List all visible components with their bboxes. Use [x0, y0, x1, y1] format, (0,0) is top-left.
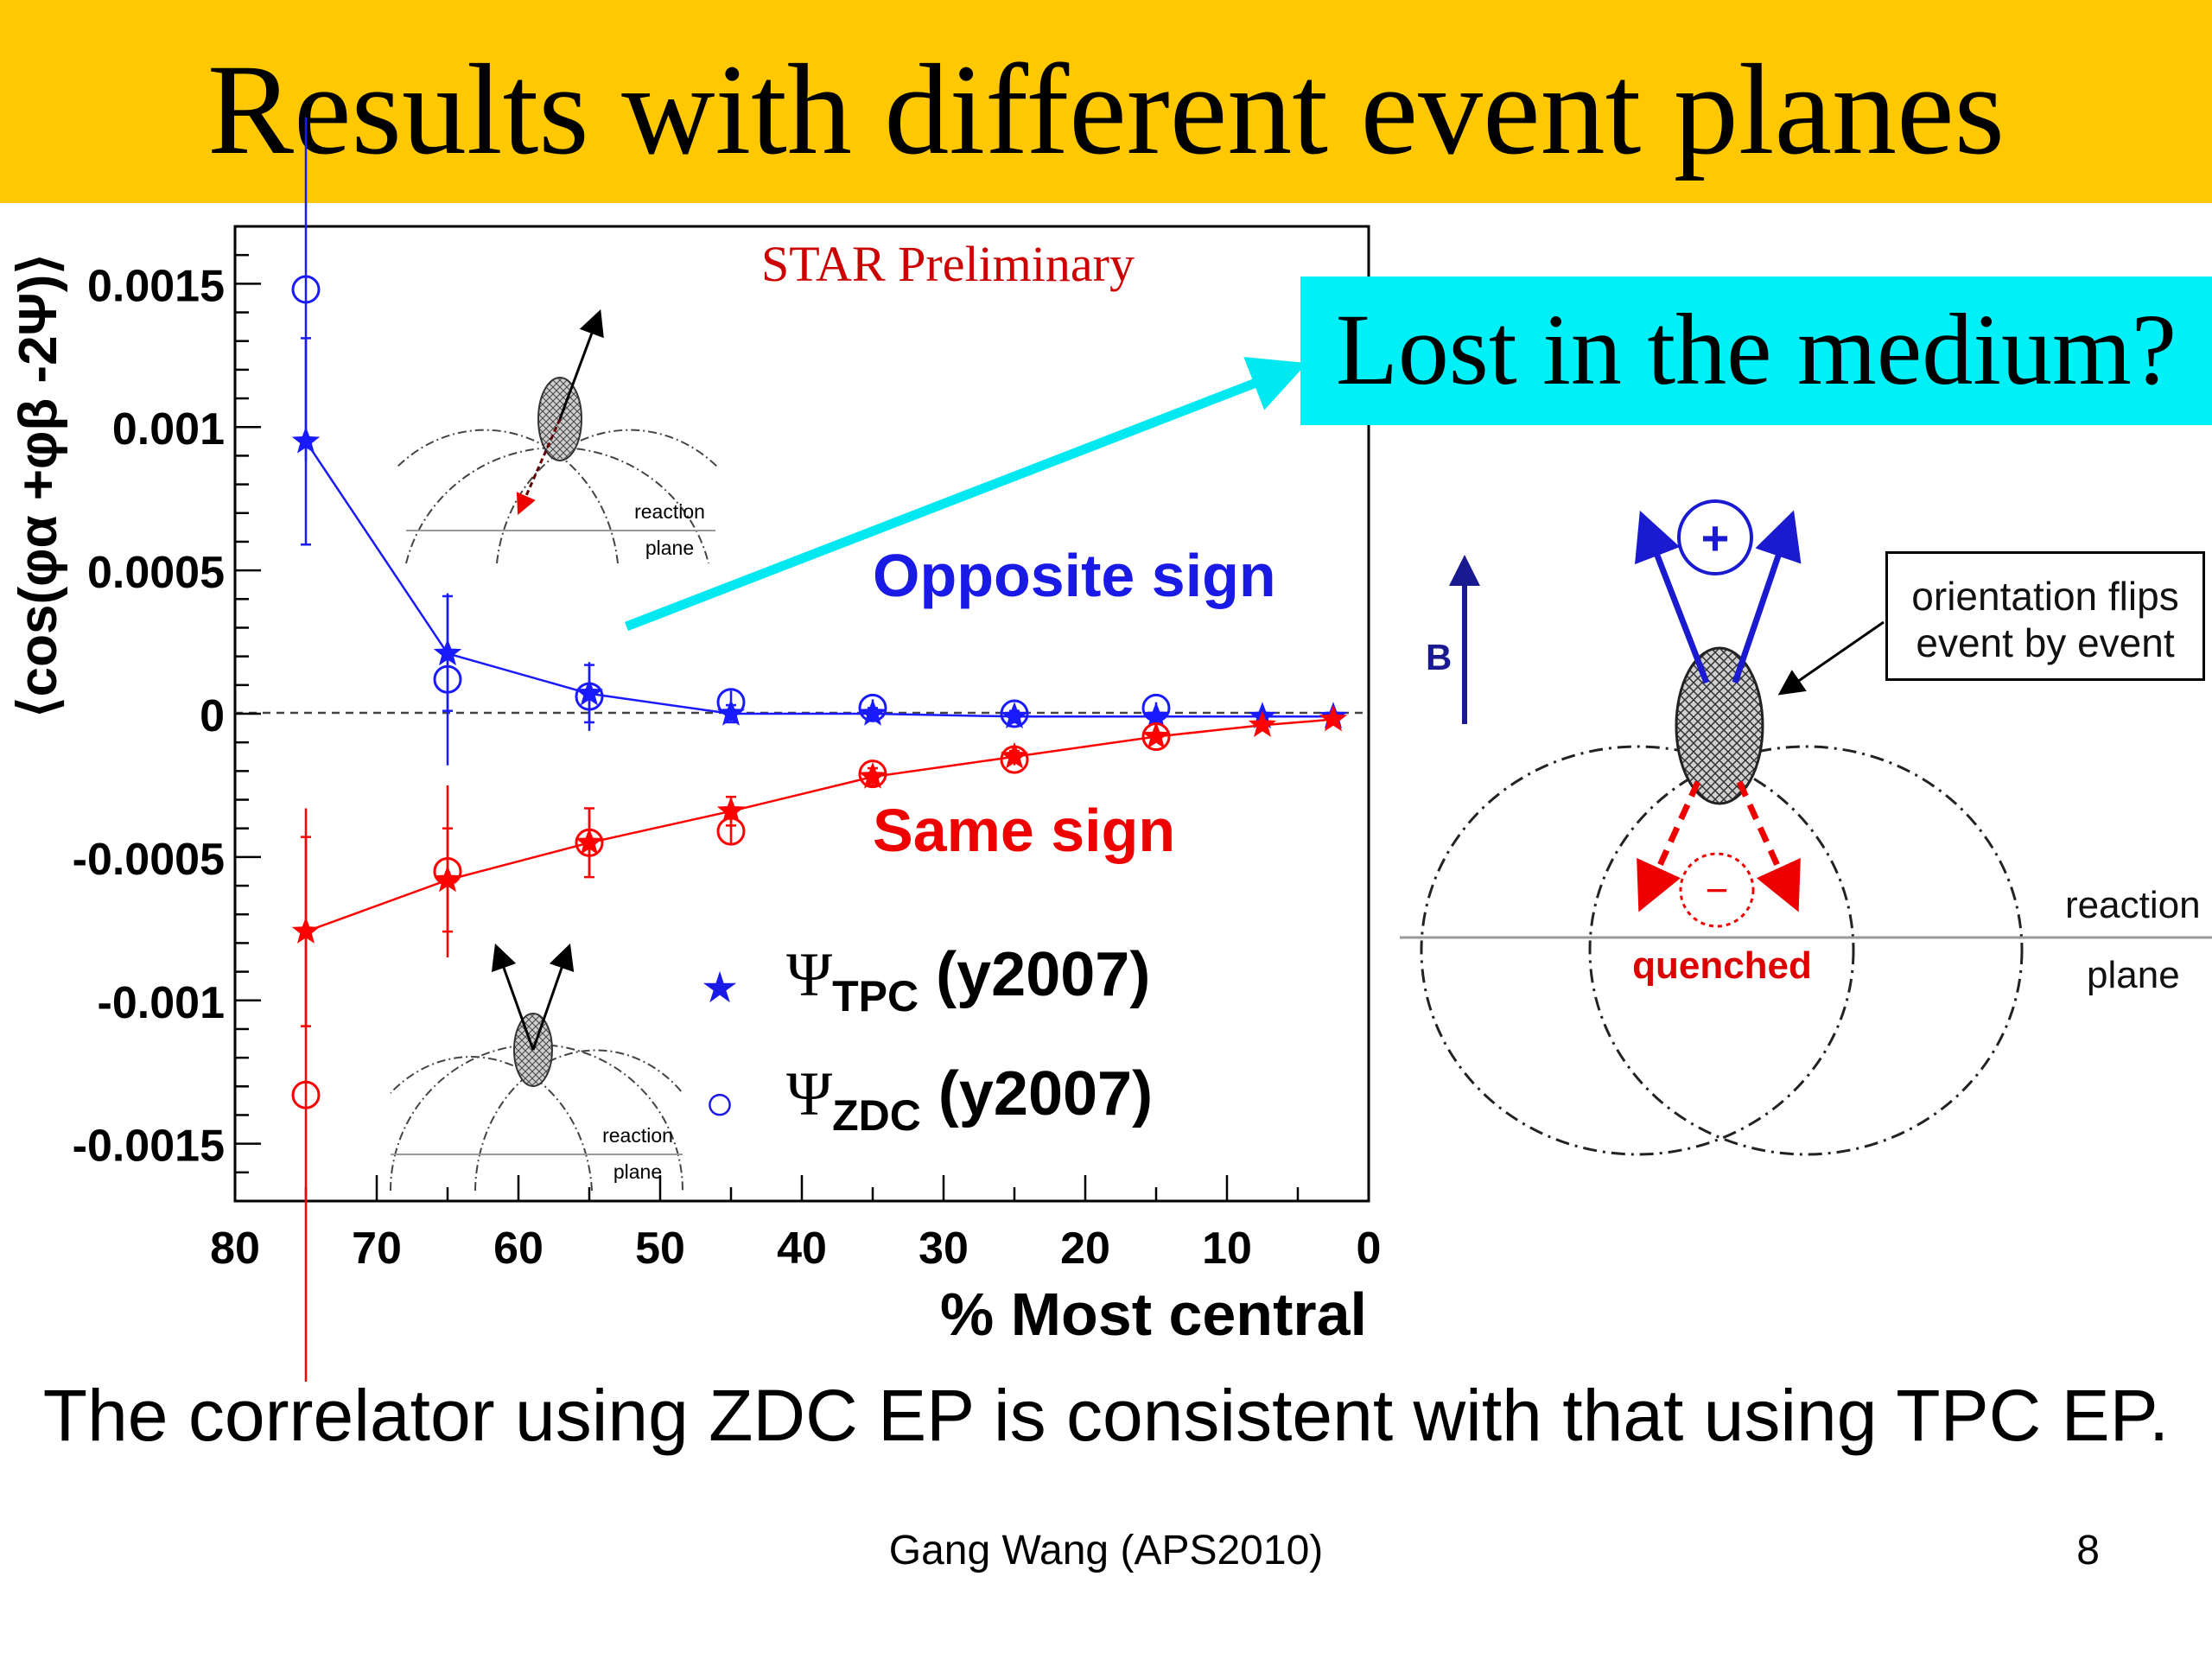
data-point-circle — [858, 760, 887, 789]
y-tick-label: 0.0015 — [87, 261, 225, 311]
plus-charge-label: + — [1701, 511, 1730, 565]
x-tick-label: 60 — [493, 1224, 543, 1274]
data-point-circle — [291, 1080, 321, 1109]
collision-diagram: B + − quenched reaction plane — [1400, 499, 2212, 1156]
series-layer — [291, 117, 1348, 1382]
minus-charge-label: − — [1706, 868, 1729, 912]
data-point-circle — [575, 828, 604, 857]
pointer-arrow-icon — [1777, 620, 1885, 696]
callout-arrow — [625, 357, 1307, 632]
orientation-note-box: orientation flips event by event — [1885, 551, 2205, 681]
series-opposite-star — [291, 337, 1348, 729]
data-point-circle — [1141, 693, 1171, 722]
data-point-circle — [1141, 722, 1171, 752]
data-point-star — [1248, 710, 1277, 737]
data-point-circle — [575, 682, 604, 711]
slide-footer: Gang Wang (APS2010) — [888, 1528, 1324, 1573]
series-line — [305, 718, 1334, 933]
axis-ticks — [233, 253, 1370, 1201]
inset2-plane-label: plane — [613, 1160, 662, 1183]
orientation-note: orientation flips event by event — [1911, 574, 2179, 665]
inset2-reaction-label: reaction — [602, 1124, 673, 1147]
quenched-label: quenched — [1632, 944, 1812, 987]
y-tick-label: -0.0015 — [73, 1122, 225, 1172]
y-tick-label: -0.0005 — [73, 835, 225, 885]
legend-marker-zdc: ○ — [704, 1075, 734, 1131]
inset1-reaction-label: reaction — [634, 500, 705, 523]
slide-caption: The correlator using ZDC EP is consisten… — [42, 1375, 2170, 1456]
same-sign-label: Same sign — [873, 797, 1175, 864]
page-number: 8 — [2076, 1528, 2100, 1573]
slide-title: Results with different event planes — [207, 38, 2005, 181]
y-tick-label: -0.001 — [98, 978, 225, 1028]
x-tick-label: 40 — [777, 1224, 827, 1274]
x-tick-labels: 80 70 60 50 40 30 20 10 0 — [210, 1224, 1381, 1274]
data-point-circle — [1000, 699, 1029, 728]
series-opposite-circle — [291, 117, 1171, 766]
minus-charge-icon — [1679, 852, 1755, 928]
overlap-region-icon — [1675, 646, 1764, 805]
legend: ★ ΨTPC (y2007) ○ ΨZDC (y2007) — [701, 940, 1153, 1140]
callout-text: Lost in the medium? — [1335, 293, 2177, 406]
data-point-circle — [716, 688, 746, 717]
y-axis-label: ⟨cos(φα +φβ -2Ψ)⟩ — [9, 253, 68, 717]
legend-marker-tpc: ★ — [701, 963, 740, 1012]
data-point-circle — [291, 275, 321, 304]
y-tick-label: 0 — [200, 691, 225, 741]
series-same-circle — [291, 722, 1171, 1382]
inset-diagram-opposite: reaction plane — [397, 308, 718, 564]
plane-label: plane — [2087, 954, 2180, 996]
data-point-circle — [433, 664, 462, 694]
data-point-star — [1319, 704, 1348, 732]
star-preliminary-label: STAR Preliminary — [761, 236, 1135, 292]
x-tick-label: 20 — [1060, 1224, 1110, 1274]
title-banner: Results with different event planes — [0, 0, 2212, 203]
x-tick-label: 10 — [1202, 1224, 1252, 1274]
x-tick-label: 50 — [635, 1224, 685, 1274]
inset1-plane-label: plane — [645, 537, 694, 559]
data-point-circle — [433, 856, 462, 886]
data-point-circle — [858, 693, 887, 722]
data-point-star — [1141, 702, 1171, 729]
inset-diagram-same: reaction plane — [390, 943, 683, 1192]
y-tick-label: 0.001 — [112, 404, 225, 454]
x-tick-label: 80 — [210, 1224, 260, 1274]
x-tick-label: 70 — [352, 1224, 402, 1274]
plus-charge-icon — [1677, 499, 1753, 575]
x-tick-label: 0 — [1357, 1224, 1382, 1274]
callout-box: Lost in the medium? — [1300, 276, 2212, 425]
x-axis-label: % Most central — [940, 1281, 1367, 1348]
y-tick-labels: 0.0015 0.001 0.0005 0 -0.0005 -0.001 -0.0015 — [73, 261, 225, 1171]
x-tick-label: 30 — [918, 1224, 969, 1274]
b-field-label: B — [1426, 637, 1452, 677]
reaction-label: reaction — [2065, 884, 2201, 926]
data-point-star — [716, 796, 746, 823]
y-tick-label: 0.0005 — [87, 548, 225, 598]
legend-label-zdc: ΨZDC (y2007) — [786, 1059, 1153, 1140]
data-point-circle — [716, 817, 746, 846]
opposite-sign-label: Opposite sign — [873, 542, 1276, 609]
data-point-circle — [1000, 745, 1029, 774]
legend-label-tpc: ΨTPC (y2007) — [786, 940, 1150, 1020]
